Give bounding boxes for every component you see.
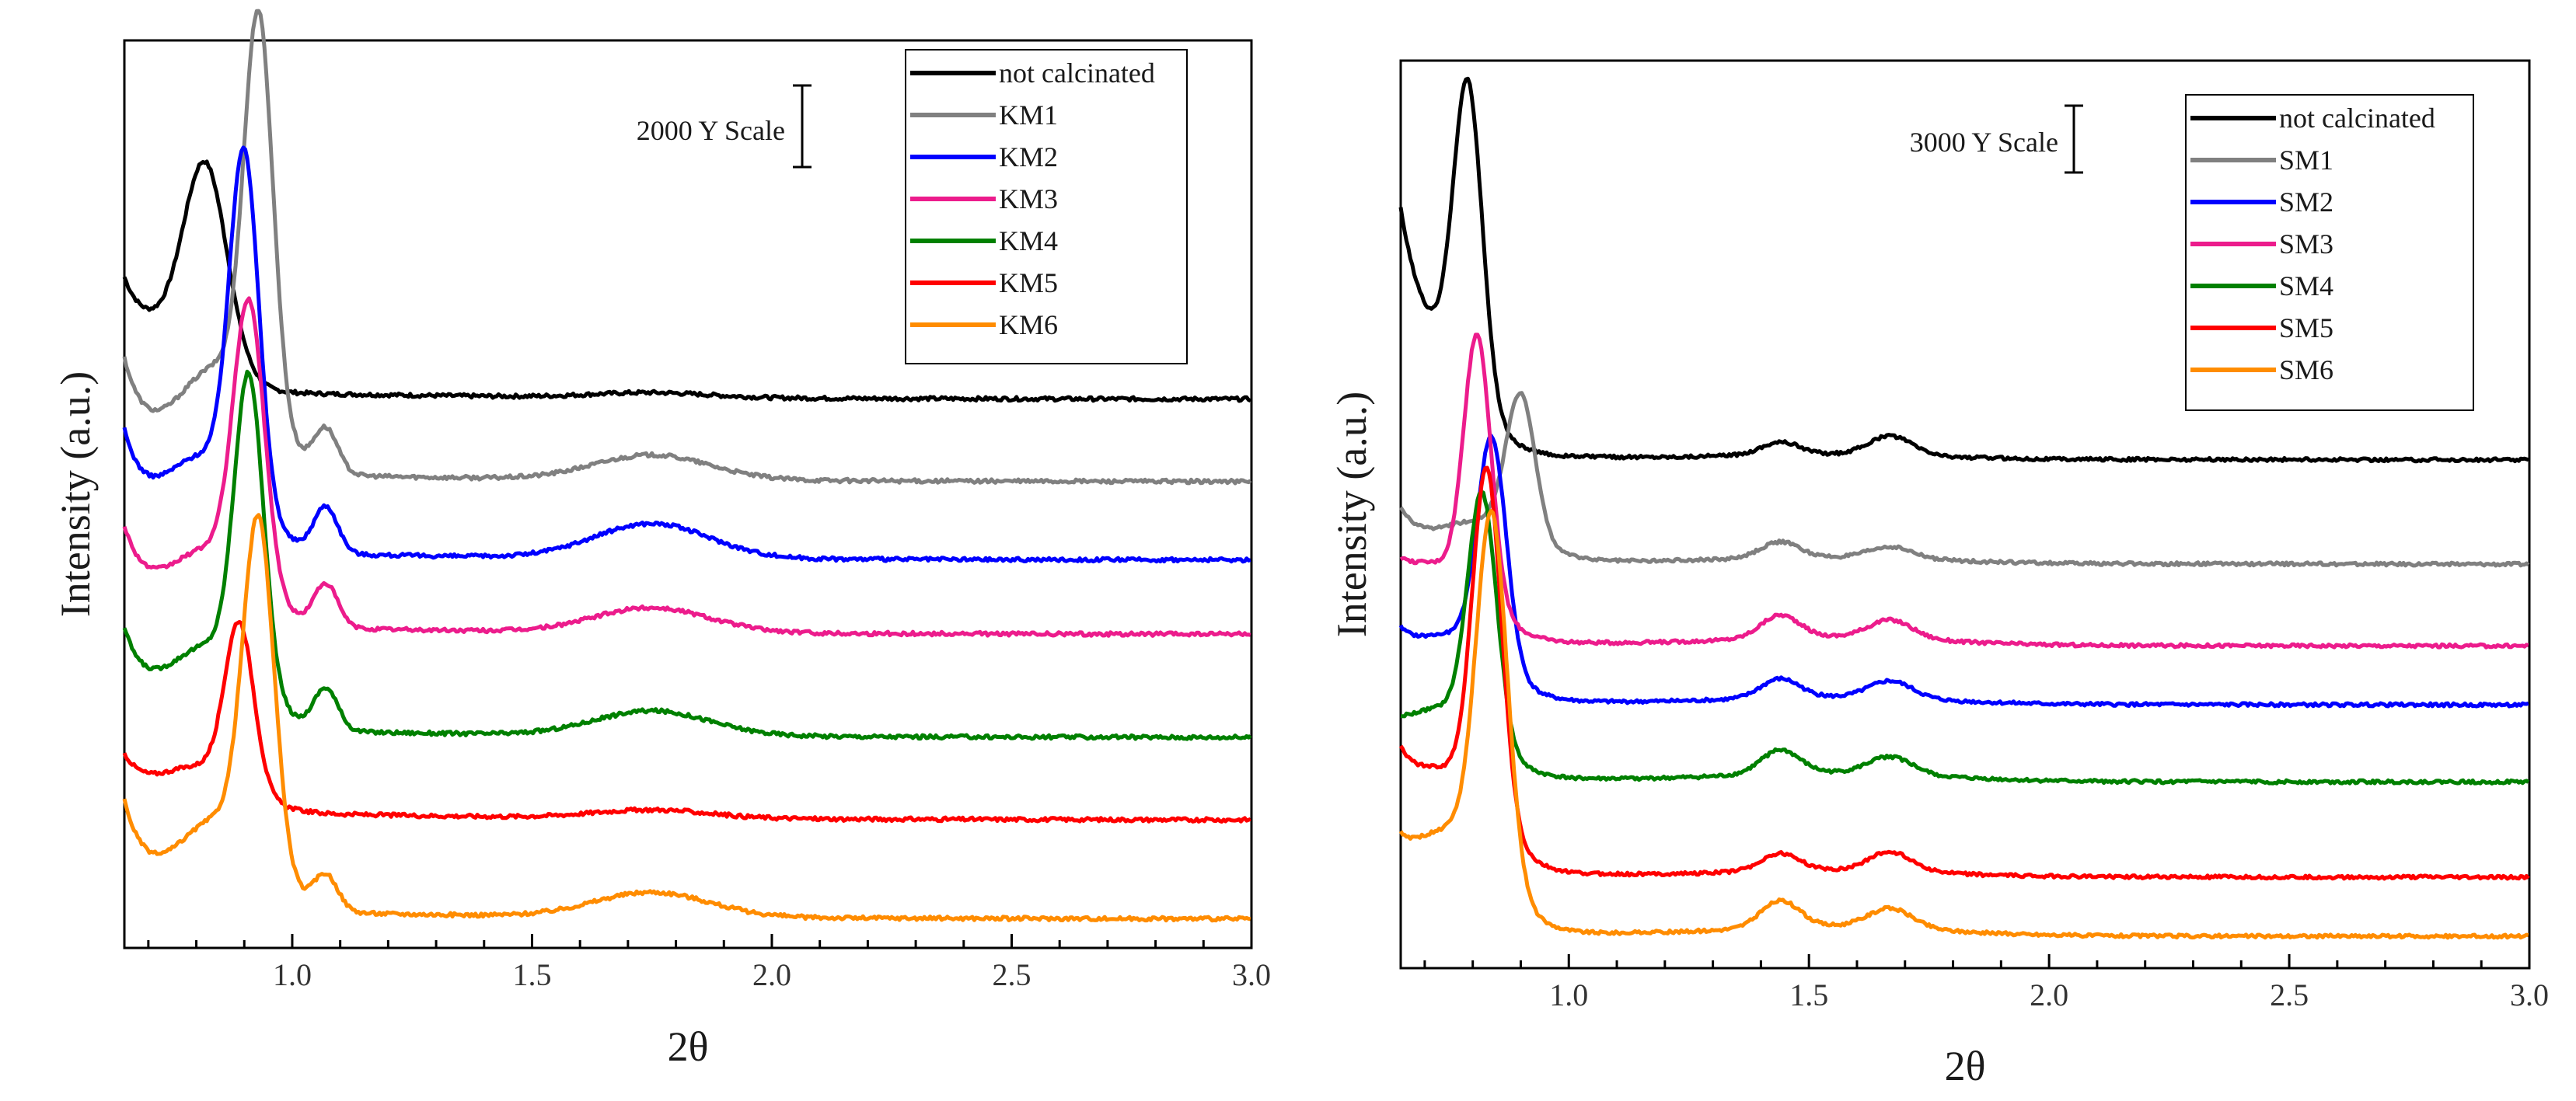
series-line-km2 (122, 145, 1251, 564)
x-tick-label: 1.5 (1789, 977, 1828, 1012)
series-line-sm4 (1400, 490, 2530, 786)
chart-panel-km: 1.0 1.5 2.0 2.5 3.0 2θ Intensity (a.u.) 2000… (52, 9, 1271, 1070)
legend-box (2185, 94, 2474, 411)
series-line-km1 (122, 9, 1252, 486)
legend-label: SM3 (2279, 228, 2333, 260)
x-tick-label: 1.5 (512, 957, 551, 992)
legend-label: SM2 (2279, 186, 2333, 218)
series-line-sm2 (1398, 434, 2529, 709)
x-axis-label: 2θ (668, 1023, 709, 1070)
legend: not calcinated KM1 KM2 KM3 KM4 KM5 KM6 (905, 49, 1188, 364)
series-line-km3 (122, 296, 1251, 638)
scale-bar-label: 3000 Y Scale (1910, 127, 2058, 158)
legend-label: KM2 (999, 141, 1058, 172)
series-line-km6 (122, 513, 1251, 923)
curves-group (1398, 76, 2530, 940)
series-line-sm6 (1398, 509, 2529, 940)
y-axis-label: Intensity (a.u.) (1328, 392, 1375, 637)
x-tick-labels: 1.0 1.5 2.0 2.5 3.0 (273, 957, 1271, 992)
series-line-not-calcinated (1398, 76, 2529, 464)
legend-label: not calcinated (999, 57, 1155, 89)
series-line-sm5 (1398, 465, 2530, 881)
x-axis-label: 2θ (1945, 1043, 1986, 1089)
plot-frame (1399, 59, 2531, 970)
legend-label: SM5 (2279, 312, 2333, 343)
legend-label: SM1 (2279, 145, 2333, 176)
legend-label: SM6 (2279, 354, 2333, 385)
legend-box (905, 49, 1188, 364)
curves-group (122, 9, 1252, 923)
x-tick-label: 1.0 (1549, 977, 1588, 1012)
chart-panel-sm: 1.0 1.5 2.0 2.5 3.0 2θ Intensity (a.u.) 3000… (1328, 59, 2549, 1089)
x-tick-label: 2.0 (2030, 977, 2068, 1012)
legend-label: KM5 (999, 267, 1058, 298)
x-tick-labels: 1.0 1.5 2.0 2.5 3.0 (1549, 977, 2549, 1012)
x-tick-label: 2.0 (752, 957, 791, 992)
y-axis-label: Intensity (a.u.) (52, 371, 99, 617)
x-tick-label: 3.0 (2510, 977, 2549, 1012)
series-line-sm1 (1398, 391, 2530, 568)
series-line-km4 (122, 369, 1252, 741)
legend-label: KM4 (999, 225, 1058, 256)
x-ticks (147, 934, 1253, 948)
plot-frame (123, 39, 1253, 949)
scale-bar: 2000 Y Scale (637, 84, 812, 169)
legend-items: not calcinated KM1 KM2 KM3 KM4 KM5 KM6 (910, 57, 1155, 340)
series-line-not-calcinated (122, 159, 1251, 403)
x-tick-label: 3.0 (1232, 957, 1271, 992)
legend-label: KM6 (999, 309, 1058, 340)
x-ticks (1423, 954, 2531, 968)
legend-label: KM1 (999, 99, 1058, 131)
x-tick-label: 1.0 (273, 957, 312, 992)
legend-label: not calcinated (2279, 103, 2435, 134)
legend-label: KM3 (999, 183, 1058, 214)
series-line-sm3 (1399, 333, 2529, 650)
x-tick-label: 2.5 (2270, 977, 2309, 1012)
scale-bar: 3000 Y Scale (1910, 104, 2083, 174)
x-tick-label: 2.5 (992, 957, 1031, 992)
legend: not calcinated SM1 SM2 SM3 SM4 SM5 SM6 (2185, 94, 2474, 411)
series-line-km5 (122, 619, 1251, 824)
legend-items: not calcinated SM1 SM2 SM3 SM4 SM5 SM6 (2190, 103, 2435, 385)
scale-bar-label: 2000 Y Scale (637, 115, 785, 146)
legend-label: SM4 (2279, 270, 2333, 301)
